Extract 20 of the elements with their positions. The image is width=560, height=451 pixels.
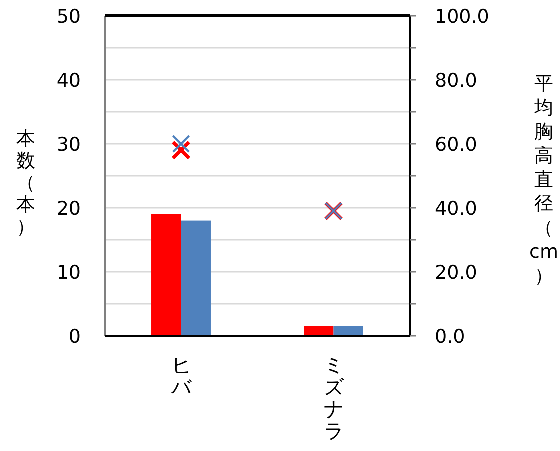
x-tick-label: ミズナラ bbox=[324, 353, 345, 443]
y-tick-label: 30 bbox=[56, 134, 81, 156]
y-tick-label: 0 bbox=[68, 326, 81, 348]
point bbox=[172, 135, 190, 153]
y2-tick-label: 60.0 bbox=[435, 134, 478, 156]
y-tick-label: 40 bbox=[56, 70, 81, 92]
y-tick-label: 10 bbox=[56, 262, 81, 284]
y2-tick-label: 100.0 bbox=[435, 6, 490, 28]
bar bbox=[152, 214, 182, 336]
y2-tick-label: 40.0 bbox=[435, 198, 478, 220]
y-axis-title: 本数（本） bbox=[16, 128, 36, 238]
y2-tick-label: 80.0 bbox=[435, 70, 478, 92]
y-tick-label: 20 bbox=[56, 198, 81, 220]
point bbox=[172, 140, 191, 160]
y2-tick-label: 20.0 bbox=[435, 262, 478, 284]
y2-tick-label: 0.0 bbox=[435, 326, 466, 348]
y-tick-label: 50 bbox=[56, 6, 81, 28]
bar bbox=[181, 220, 211, 336]
x-tick-label: ヒバ bbox=[170, 353, 192, 399]
text: 平均胸高直径（cm） bbox=[530, 73, 558, 287]
